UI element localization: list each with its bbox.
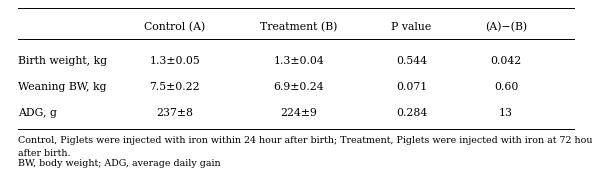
Text: (A)−(B): (A)−(B): [485, 22, 527, 32]
Text: Birth weight, kg: Birth weight, kg: [18, 56, 107, 66]
Text: 1.3±0.04: 1.3±0.04: [274, 56, 324, 66]
Text: 0.042: 0.042: [491, 56, 522, 66]
Text: 7.5±0.22: 7.5±0.22: [149, 82, 200, 92]
Text: 224±9: 224±9: [281, 108, 317, 118]
Text: Treatment (B): Treatment (B): [260, 22, 337, 32]
Text: 0.071: 0.071: [396, 82, 427, 92]
Text: 0.284: 0.284: [396, 108, 427, 118]
Text: Control, Piglets were injected with iron within 24 hour after birth; Treatment, : Control, Piglets were injected with iron…: [18, 136, 592, 145]
Text: P value: P value: [391, 22, 432, 32]
Text: 1.3±0.05: 1.3±0.05: [149, 56, 200, 66]
Text: 6.9±0.24: 6.9±0.24: [274, 82, 324, 92]
Text: 0.60: 0.60: [494, 82, 519, 92]
Text: 0.544: 0.544: [396, 56, 427, 66]
Text: 13: 13: [499, 108, 513, 118]
Text: Weaning BW, kg: Weaning BW, kg: [18, 82, 106, 92]
Text: ADG, g: ADG, g: [18, 108, 57, 118]
Text: after birth.: after birth.: [18, 149, 70, 158]
Text: 237±8: 237±8: [156, 108, 193, 118]
Text: BW, body weight; ADG, average daily gain: BW, body weight; ADG, average daily gain: [18, 159, 220, 168]
Text: Control (A): Control (A): [144, 22, 205, 32]
